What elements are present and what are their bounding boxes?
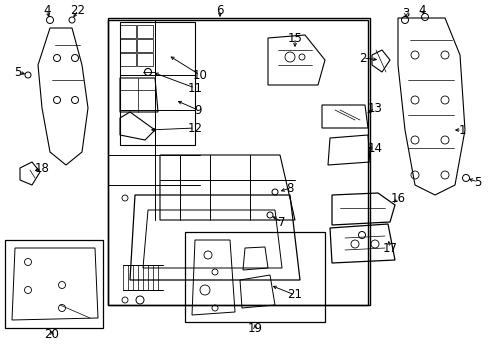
Text: 9: 9 xyxy=(194,104,202,117)
Text: 16: 16 xyxy=(390,192,405,204)
Text: 22: 22 xyxy=(70,4,85,17)
Text: 17: 17 xyxy=(382,242,397,255)
Bar xyxy=(120,25,136,38)
Text: 8: 8 xyxy=(286,181,293,194)
Text: 15: 15 xyxy=(287,32,302,45)
Text: 4: 4 xyxy=(417,4,425,17)
Text: 2: 2 xyxy=(359,51,366,64)
Text: 4: 4 xyxy=(43,4,51,17)
Text: 20: 20 xyxy=(44,328,60,342)
Bar xyxy=(5,240,103,328)
Bar xyxy=(120,39,136,52)
Bar xyxy=(120,53,136,66)
Text: 5: 5 xyxy=(473,176,481,189)
Bar xyxy=(137,25,153,38)
Text: 13: 13 xyxy=(367,102,382,114)
Text: 12: 12 xyxy=(187,122,202,135)
Text: 18: 18 xyxy=(35,162,49,175)
Text: 6: 6 xyxy=(216,4,224,17)
Text: 7: 7 xyxy=(278,216,285,229)
Text: 19: 19 xyxy=(247,321,262,334)
Text: 14: 14 xyxy=(367,141,382,154)
Text: 10: 10 xyxy=(192,68,207,81)
Bar xyxy=(184,232,325,322)
Text: 21: 21 xyxy=(287,288,302,302)
Bar xyxy=(137,39,153,52)
Bar xyxy=(137,53,153,66)
Text: 1: 1 xyxy=(457,123,465,136)
Text: 3: 3 xyxy=(402,6,409,19)
Text: 5: 5 xyxy=(14,66,21,78)
Text: 11: 11 xyxy=(187,81,202,95)
